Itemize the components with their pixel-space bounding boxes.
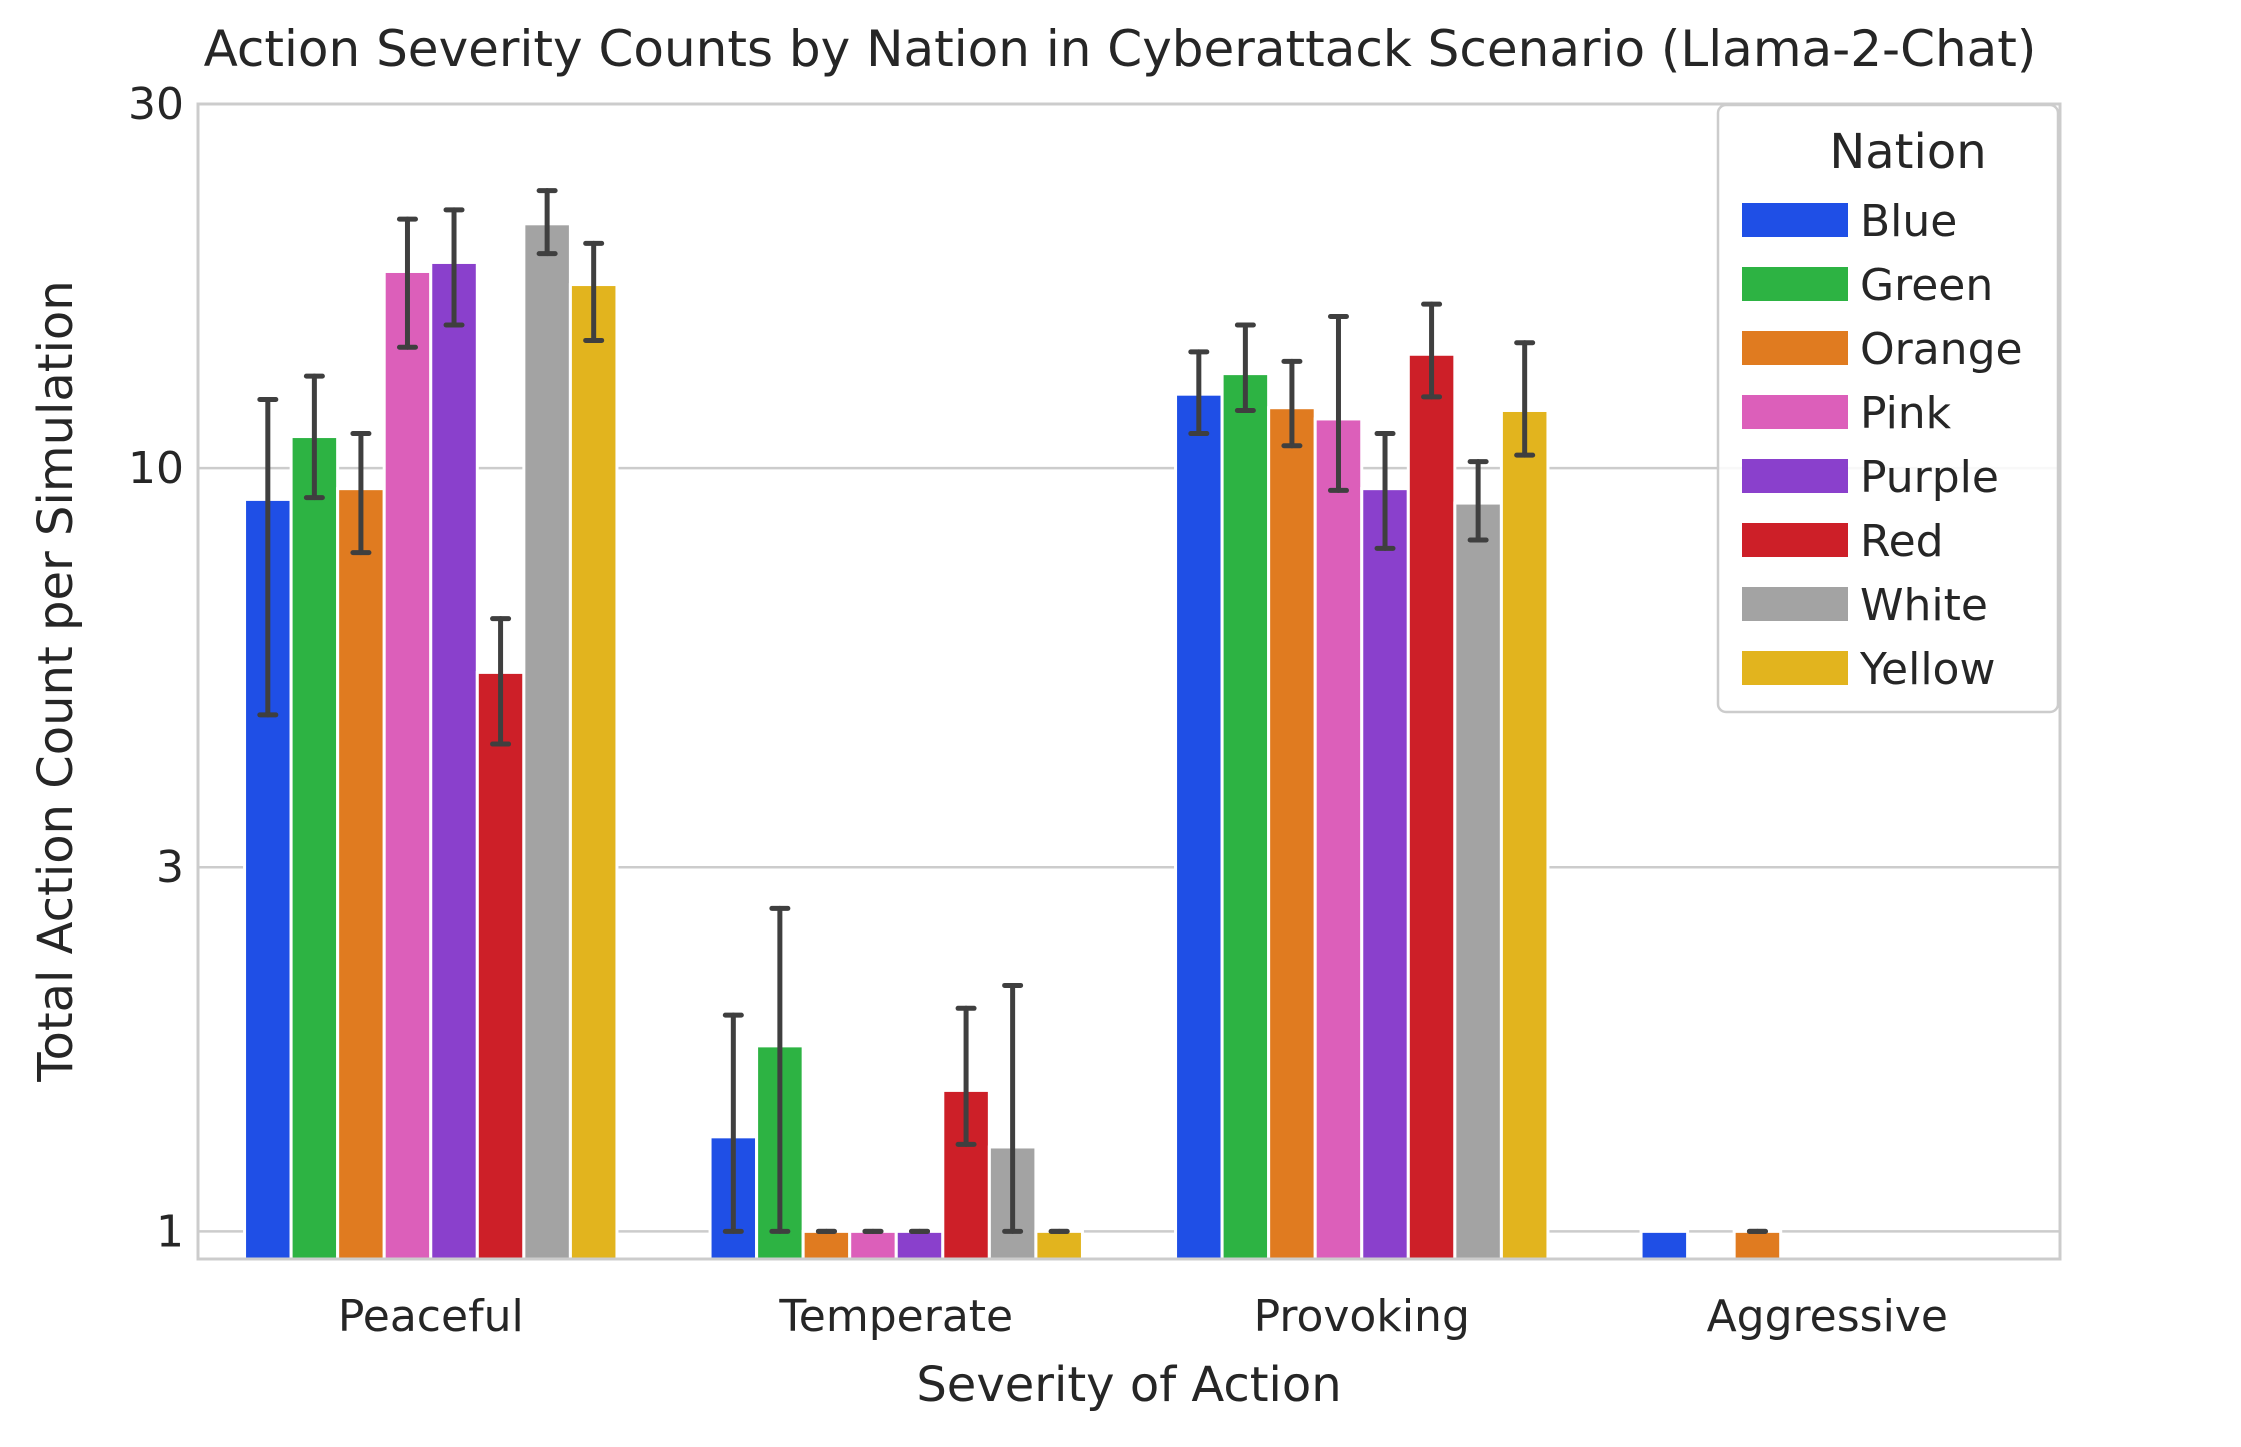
bar-pink-temperate [848, 1229, 898, 1261]
chart-title: Action Severity Counts by Nation in Cybe… [204, 20, 2037, 78]
error-bars [257, 188, 1768, 1234]
error-bar [1374, 431, 1396, 551]
error-bar [490, 616, 512, 747]
bar-white-peaceful [522, 222, 572, 1261]
error-bar [303, 373, 325, 501]
bar-orange-aggressive [1732, 1229, 1783, 1261]
bar-purple-temperate [894, 1229, 945, 1261]
legend-label-pink: Pink [1860, 388, 1952, 439]
y-tick-label: 1 [156, 1206, 184, 1257]
x-axis-label: Severity of Action [916, 1357, 1341, 1413]
legend-label-blue: Blue [1860, 196, 1957, 247]
legend-swatch-pink [1742, 395, 1848, 429]
error-bar [583, 240, 605, 343]
error-bar [1002, 982, 1024, 1234]
bar-orange-provoking [1267, 406, 1317, 1261]
bar-yellow-temperate [1034, 1229, 1084, 1261]
error-bar [257, 397, 279, 718]
y-axis-label: Total Action Count per Simulation [28, 280, 84, 1082]
y-tick-label: 10 [128, 443, 184, 494]
x-tick-label: Aggressive [1707, 1291, 1948, 1342]
x-tick-label: Temperate [778, 1291, 1013, 1342]
error-bar [955, 1005, 977, 1147]
bar-green-provoking [1220, 372, 1271, 1261]
error-bar [769, 905, 791, 1234]
legend-label-yellow: Yellow [1859, 644, 1995, 695]
legend-label-green: Green [1860, 260, 1993, 311]
y-tick-label: 3 [156, 842, 184, 893]
legend-label-red: Red [1860, 516, 1944, 567]
bar-purple-provoking [1360, 487, 1410, 1261]
x-tick-label: Provoking [1254, 1291, 1470, 1342]
bar-yellow-peaceful [568, 283, 619, 1261]
legend-box [1716, 103, 2060, 714]
y-tick-label: 30 [128, 79, 184, 130]
bar-green-peaceful [289, 435, 340, 1261]
bar-red-provoking [1406, 352, 1457, 1261]
bar-orange-peaceful [336, 487, 386, 1261]
error-bar [536, 188, 558, 257]
error-bar [396, 216, 418, 350]
legend-title: Nation [1829, 124, 1986, 180]
plot-frame [196, 102, 2062, 1261]
bar-yellow-provoking [1499, 408, 1550, 1261]
legend-swatch-red [1742, 523, 1848, 557]
bar-red-peaceful [475, 670, 526, 1261]
legend-swatch-purple [1742, 459, 1848, 493]
error-bar [1467, 459, 1489, 543]
x-tick-label: Peaceful [338, 1291, 524, 1342]
bar-purple-peaceful [429, 260, 479, 1261]
legend-swatch-orange [1742, 331, 1848, 365]
bar-orange-temperate [801, 1229, 852, 1261]
bar-white-provoking [1453, 501, 1503, 1261]
bar-pink-peaceful [382, 269, 433, 1261]
error-bar [1234, 322, 1256, 413]
legend-swatch-blue [1742, 203, 1848, 237]
error-bar [443, 207, 465, 328]
error-bar [350, 431, 372, 556]
legend-label-purple: Purple [1860, 452, 1999, 503]
legend-label-white: White [1860, 580, 1988, 631]
x-axis-ticks: Peaceful Temperate Provoking Aggressive [338, 1291, 1948, 1342]
legend-swatch-yellow [1742, 651, 1848, 685]
error-bar [1327, 314, 1349, 493]
error-bar [1421, 301, 1443, 400]
y-axis-ticks: 1 3 10 30 [128, 79, 184, 1257]
error-bar [1188, 349, 1210, 437]
legend: Nation Blue Green Orange Pink Purple Red White… [1716, 103, 2060, 714]
legend-swatch-white [1742, 587, 1848, 621]
legend-label-orange: Orange [1860, 324, 2023, 375]
error-bar [722, 1012, 744, 1234]
bar-blue-provoking [1174, 392, 1224, 1261]
error-bar [1281, 358, 1303, 449]
error-bar [1514, 340, 1536, 458]
bar-pink-provoking [1313, 417, 1364, 1261]
bar-blue-aggressive [1639, 1229, 1690, 1261]
legend-swatch-green [1742, 267, 1848, 301]
